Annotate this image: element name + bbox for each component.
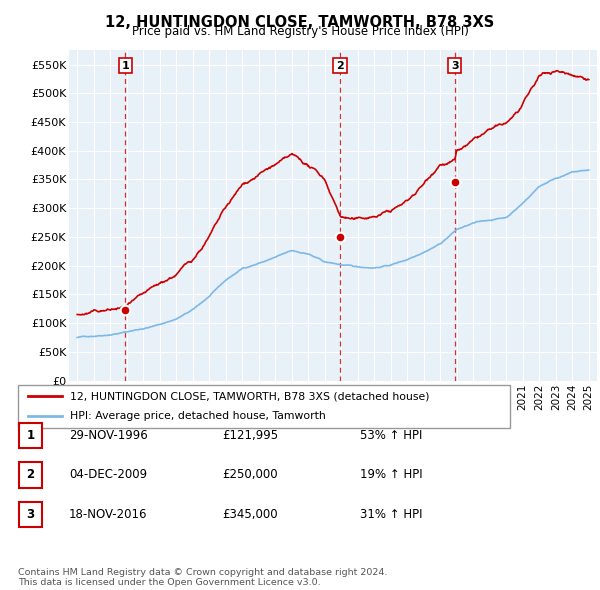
Text: 12, HUNTINGDON CLOSE, TAMWORTH, B78 3XS: 12, HUNTINGDON CLOSE, TAMWORTH, B78 3XS bbox=[106, 15, 494, 30]
FancyBboxPatch shape bbox=[19, 422, 42, 448]
Text: 12, HUNTINGDON CLOSE, TAMWORTH, B78 3XS (detached house): 12, HUNTINGDON CLOSE, TAMWORTH, B78 3XS … bbox=[70, 391, 429, 401]
Text: 04-DEC-2009: 04-DEC-2009 bbox=[69, 468, 147, 481]
Text: £250,000: £250,000 bbox=[222, 468, 278, 481]
FancyBboxPatch shape bbox=[18, 385, 510, 428]
Text: 53% ↑ HPI: 53% ↑ HPI bbox=[360, 429, 422, 442]
Text: 31% ↑ HPI: 31% ↑ HPI bbox=[360, 508, 422, 521]
Text: 2: 2 bbox=[26, 468, 35, 481]
Text: 1: 1 bbox=[26, 429, 35, 442]
Text: £121,995: £121,995 bbox=[222, 429, 278, 442]
Text: £345,000: £345,000 bbox=[222, 508, 278, 521]
Text: 29-NOV-1996: 29-NOV-1996 bbox=[69, 429, 148, 442]
Text: Price paid vs. HM Land Registry's House Price Index (HPI): Price paid vs. HM Land Registry's House … bbox=[131, 25, 469, 38]
Text: Contains HM Land Registry data © Crown copyright and database right 2024.
This d: Contains HM Land Registry data © Crown c… bbox=[18, 568, 388, 587]
Text: 2: 2 bbox=[336, 61, 344, 71]
Text: 19% ↑ HPI: 19% ↑ HPI bbox=[360, 468, 422, 481]
Text: HPI: Average price, detached house, Tamworth: HPI: Average price, detached house, Tamw… bbox=[70, 411, 325, 421]
Text: 3: 3 bbox=[26, 508, 35, 521]
Text: 18-NOV-2016: 18-NOV-2016 bbox=[69, 508, 148, 521]
Text: 1: 1 bbox=[121, 61, 129, 71]
FancyBboxPatch shape bbox=[19, 462, 42, 488]
Text: 3: 3 bbox=[451, 61, 458, 71]
FancyBboxPatch shape bbox=[19, 502, 42, 527]
